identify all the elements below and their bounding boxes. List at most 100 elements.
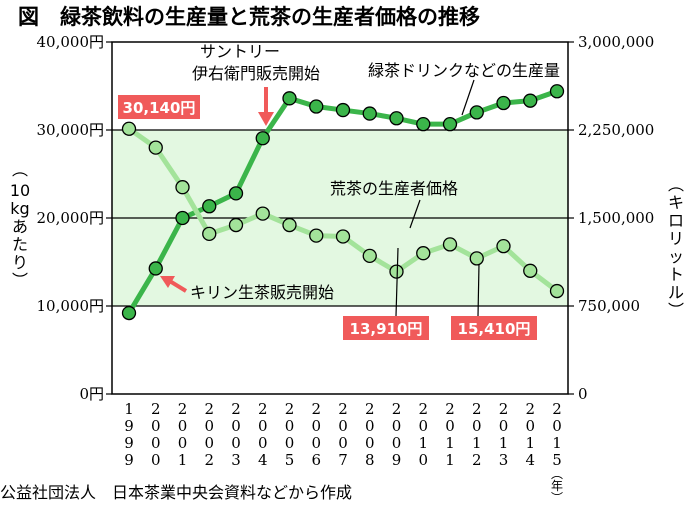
right-tick-label: 2,250,000	[578, 121, 654, 139]
x-tick-digit: 2	[472, 400, 482, 418]
left-tick-label: 0円	[79, 385, 104, 403]
left-tick-label: 40,000円	[37, 33, 105, 51]
annotation-kirin-text: キリン生茶販売開始	[190, 283, 334, 302]
series-1-point	[335, 229, 351, 244]
x-tick-digit: 0	[499, 417, 509, 435]
x-tick-digit: 0	[338, 434, 348, 452]
series-label-price: 荒茶の生産者価格	[330, 179, 458, 229]
right-tick-label: 3,000,000	[578, 33, 654, 51]
x-tick-digit: 2	[418, 400, 428, 418]
right-axis-label-char: ︶	[668, 301, 684, 320]
series-1-point	[228, 217, 244, 233]
x-tick-digit: 2	[499, 400, 509, 418]
series-0-point	[175, 210, 190, 226]
x-tick-digit: 2	[552, 400, 562, 418]
series-1-point	[121, 121, 137, 136]
x-tick-digit: 1	[499, 434, 509, 452]
series-0-point	[148, 261, 163, 276]
x-tick-digit: 0	[285, 417, 295, 435]
x-tick-digit: 4	[525, 451, 535, 469]
x-axis-unit-char: ︵	[551, 467, 563, 481]
series-1-point	[148, 140, 163, 155]
x-tick-digit: 0	[151, 417, 161, 435]
series-1-point	[175, 180, 190, 195]
x-tick-digit: 0	[231, 434, 241, 452]
series-0-point	[496, 95, 511, 111]
x-tick-digit: 0	[258, 417, 268, 435]
callout-1999-label: 30,140円	[123, 99, 196, 117]
x-tick-digit: 2	[472, 451, 482, 469]
series-0-point	[202, 199, 217, 214]
right-axis-label-char: ッ	[668, 247, 684, 266]
left-axis-label-char2: た	[12, 235, 28, 254]
x-tick-digit: 0	[178, 417, 188, 435]
series-label-production-text: 緑茶ドリンクなどの生産量	[368, 61, 560, 80]
left-axis-label-paren-open: ︵	[12, 160, 28, 179]
left-axis-label-paren-close: ︶	[12, 271, 28, 290]
x-tick-digit: 0	[231, 417, 241, 435]
series-0-point	[523, 93, 538, 108]
x-tick-digit: 0	[151, 434, 161, 452]
left-tick-label: 20,000円	[37, 209, 105, 227]
x-tick-digit: 1	[124, 400, 134, 418]
series-0-point	[121, 305, 137, 321]
x-tick-digit: 2	[178, 400, 188, 418]
x-tick-digit: 7	[338, 451, 348, 469]
right-axis-label-char: キ	[668, 193, 684, 212]
series-1-point	[523, 263, 538, 278]
x-tick-digit: 8	[365, 451, 375, 469]
series-1-point	[362, 248, 377, 263]
right-tick-label: 1,500,000	[578, 209, 654, 227]
x-axis-unit: ︵年︶	[551, 467, 563, 505]
series-0-point	[282, 91, 297, 106]
series-0-point	[309, 99, 324, 114]
annotation-suntory-line2: 伊右衛門販売開始	[192, 64, 320, 83]
right-tick-label: 750,000	[578, 297, 640, 315]
x-tick-digit: 0	[338, 417, 348, 435]
series-0-point	[416, 116, 431, 132]
x-tick-digit: 0	[392, 434, 402, 452]
x-tick-digit: 1	[445, 434, 455, 452]
x-tick-digit: 4	[258, 451, 268, 469]
chart-title: 図 緑茶飲料の生産量と荒茶の生産者価格の推移	[18, 5, 480, 29]
x-tick-digit: 2	[204, 451, 214, 469]
x-tick-digit: 5	[285, 451, 295, 469]
series-1-point	[416, 246, 431, 261]
series-label-price-leader	[409, 199, 421, 229]
x-tick-digit: 0	[204, 417, 214, 435]
x-axis-unit-char: ︶	[551, 491, 563, 505]
x-tick-digit: 2	[285, 400, 295, 418]
x-tick-digit: 0	[204, 434, 214, 452]
callout-2009-label: 13,910円	[350, 320, 423, 338]
x-axis-unit-char: 年	[551, 479, 563, 493]
series-label-production-leader	[461, 79, 475, 116]
x-tick-digit: 2	[365, 400, 375, 418]
series-0-point	[469, 105, 484, 120]
left-axis-label: ︵ 10 kg あ た り ︶	[10, 160, 30, 290]
source-note: 公益社団法人 日本茶業中央会資料などから作成	[0, 483, 352, 502]
right-axis-label-char: ト	[668, 265, 684, 284]
right-tick-label: 0	[578, 385, 588, 403]
x-tick-digit: 0	[365, 417, 375, 435]
series-0-point	[335, 102, 351, 118]
series-1-point	[549, 283, 565, 299]
x-tick-digit: 2	[311, 400, 321, 418]
right-axis-label-char: リ	[668, 229, 684, 248]
callout-2012-box	[451, 316, 537, 340]
x-tick-digit: 5	[552, 451, 562, 469]
annotation-suntory-line1: サントリー	[200, 42, 280, 61]
right-axis-label-char: ロ	[668, 211, 684, 230]
